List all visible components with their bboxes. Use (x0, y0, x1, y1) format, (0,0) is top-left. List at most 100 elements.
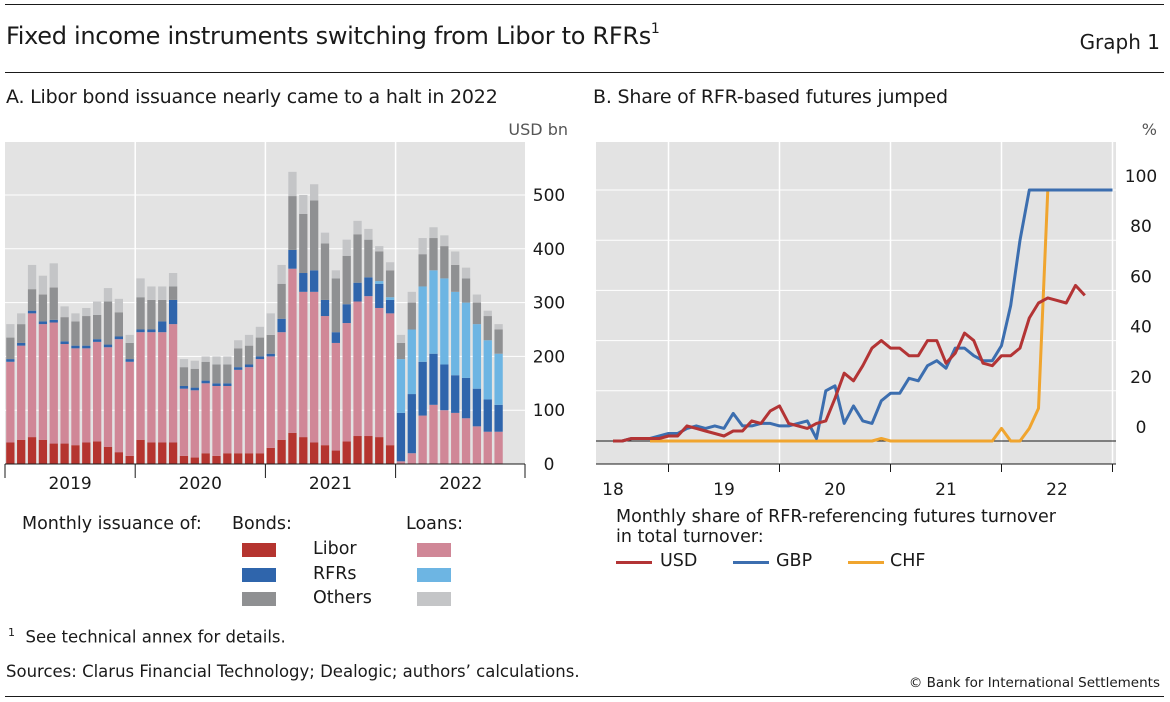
bar-bonds-libor-32 (353, 436, 362, 464)
bar-loans-others-3 (38, 275, 48, 295)
bar-loans-rfrs-34 (375, 281, 384, 284)
bar-bonds-libor-33 (364, 436, 373, 464)
title-footnote-mark: 1 (650, 21, 660, 37)
top-rule (5, 4, 1164, 5)
chart-a-y-tick-label: 500 (533, 186, 565, 206)
bar-bonds-rfrs-11 (125, 359, 134, 362)
bar-loans-rfrs-43 (472, 324, 482, 389)
legend-row-libor: Libor (313, 539, 357, 559)
bar-loans-others-39 (429, 227, 438, 239)
bar-loans-others-25 (277, 264, 286, 284)
bar-bonds-libor-29 (320, 445, 330, 464)
bar-loans-others-26 (288, 171, 297, 197)
bar-bonds-others-16 (179, 367, 189, 386)
bar-loans-libor-32 (353, 301, 362, 437)
bar-loans-others-13 (147, 286, 156, 300)
bar-bonds-libor-3 (38, 439, 48, 464)
bar-loans-others-18 (201, 356, 210, 362)
bar-loans-others-32 (353, 220, 362, 235)
bar-bonds-others-37 (407, 302, 416, 330)
bar-bonds-libor-20 (223, 453, 232, 464)
bar-bonds-libor-11 (125, 455, 134, 464)
bar-bonds-others-44 (483, 316, 492, 341)
legend-row-rfrs: RFRs (313, 564, 357, 584)
bar-bonds-others-30 (331, 278, 340, 333)
bar-bonds-rfrs-29 (320, 299, 330, 317)
bar-loans-others-17 (190, 360, 199, 369)
bar-bonds-rfrs-44 (483, 399, 492, 432)
bar-bonds-others-42 (461, 278, 471, 303)
bar-bonds-rfrs-25 (277, 318, 286, 333)
bar-bonds-others-34 (375, 251, 384, 282)
bar-loans-others-43 (472, 294, 482, 303)
line-usd (613, 283, 1086, 443)
swatch-loans-others (417, 592, 451, 606)
bar-loans-libor-38 (418, 415, 427, 464)
bar-loans-libor-25 (277, 332, 286, 440)
bar-bonds-libor-28 (310, 442, 319, 464)
bar-loans-others-42 (461, 267, 471, 279)
bar-bonds-others-32 (353, 234, 362, 283)
chart-a-y-tick-label: 100 (533, 401, 565, 421)
bar-loans-others-27 (299, 195, 308, 214)
bar-loans-libor-14 (158, 332, 167, 443)
bar-bonds-others-13 (147, 299, 156, 330)
swatch-loans-rfrs (417, 568, 451, 582)
bar-bonds-rfrs-14 (158, 321, 167, 333)
bar-loans-libor-41 (451, 412, 460, 464)
bar-loans-others-40 (440, 235, 449, 247)
bar-loans-libor-10 (114, 339, 123, 453)
bar-loans-libor-23 (255, 359, 265, 454)
bar-bonds-rfrs-24 (266, 353, 275, 357)
bar-loans-others-30 (331, 270, 340, 279)
footnote: 1 See technical annex for details. (8, 626, 286, 647)
chart-a-y-tick-label: 400 (533, 240, 565, 260)
bar-bonds-libor-10 (114, 452, 123, 464)
bar-bonds-others-41 (451, 264, 460, 292)
legend-gbp-label: GBP (776, 551, 813, 571)
bar-loans-libor-33 (364, 296, 373, 437)
bar-loans-rfrs-44 (483, 340, 492, 400)
legend-a-heading: Monthly issuance of: (22, 514, 202, 534)
bar-bonds-libor-12 (136, 439, 145, 464)
bar-loans-libor-35 (385, 313, 395, 446)
bar-loans-rfrs-37 (407, 329, 416, 395)
bar-bonds-libor-25 (277, 439, 286, 464)
bar-loans-libor-16 (179, 388, 189, 456)
bar-bonds-others-7 (82, 316, 91, 346)
bar-loans-others-35 (385, 262, 395, 271)
bar-bonds-others-40 (440, 246, 449, 279)
bar-bonds-others-31 (342, 255, 351, 305)
bar-bonds-libor-18 (201, 453, 210, 464)
bar-bonds-rfrs-38 (418, 361, 427, 416)
bar-loans-others-28 (310, 184, 319, 201)
bar-loans-others-0 (6, 324, 15, 338)
chart-a-year-label: 2022 (439, 474, 482, 494)
bar-bonds-others-27 (299, 213, 308, 274)
chart-b-y-tick-label: 80 (1130, 217, 1152, 237)
bar-loans-libor-2 (27, 313, 37, 438)
bar-loans-others-1 (17, 313, 26, 325)
bar-loans-libor-34 (375, 307, 384, 438)
bar-loans-libor-17 (190, 390, 199, 458)
bar-loans-libor-9 (103, 347, 113, 447)
bar-loans-libor-20 (223, 385, 232, 454)
bar-bonds-libor-9 (103, 446, 113, 464)
bar-bonds-others-26 (288, 196, 297, 250)
bottom-rule (5, 696, 1164, 697)
chart-b-unit-label: % (1142, 120, 1157, 139)
bar-bonds-libor-22 (244, 453, 254, 464)
bar-bonds-others-45 (494, 329, 503, 354)
chart-b-y-tick-label: 40 (1130, 318, 1152, 338)
bar-bonds-libor-14 (158, 442, 167, 464)
bar-bonds-rfrs-5 (60, 341, 69, 345)
bar-bonds-rfrs-43 (472, 388, 482, 427)
bar-loans-libor-44 (483, 431, 492, 464)
bar-bonds-others-38 (418, 254, 427, 287)
bar-loans-others-14 (158, 286, 167, 300)
chart-a-y-tick-label: 300 (533, 294, 565, 314)
bar-loans-others-34 (375, 246, 384, 252)
bar-bonds-libor-8 (93, 441, 102, 464)
chart-b-x-tick-label: 22 (1046, 480, 1068, 500)
bar-loans-others-38 (418, 238, 427, 255)
